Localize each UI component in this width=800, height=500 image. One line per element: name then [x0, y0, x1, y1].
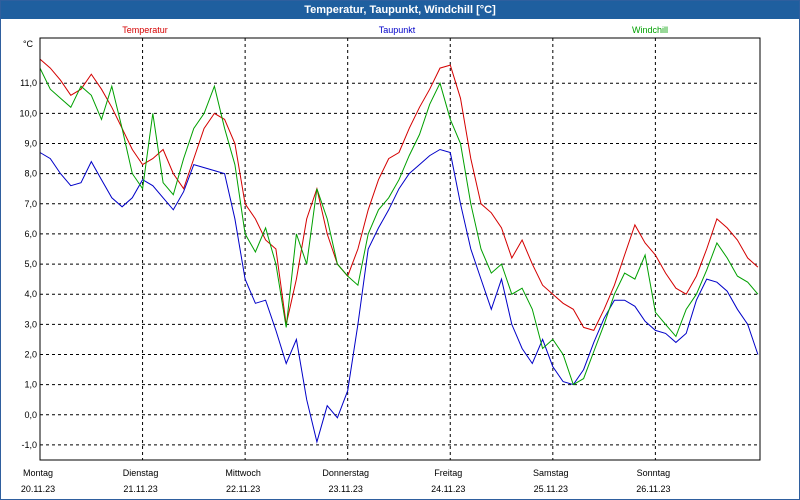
labels: -1,0 0,0 1,0 2,0 3,0 4,0 5,0 6,0 7,0 8,0 9,0 10,0 11… — [19, 25, 670, 494]
y-tick-label: 11,0 — [20, 78, 37, 88]
y-tick-label: -1,0 — [21, 440, 37, 450]
y-tick-label: 7,0 — [24, 199, 37, 209]
y-tick-label: 6,0 — [24, 229, 37, 239]
series-layer — [39, 58, 759, 444]
chart-title: Temperatur, Taupunkt, Windchill [°C] — [1, 1, 799, 19]
date-label: 22.11.23 — [226, 484, 260, 494]
date-label: 26.11.23 — [636, 484, 670, 494]
y-tick-label: 8,0 — [24, 169, 37, 179]
y-tick-label: 1,0 — [24, 380, 37, 390]
date-label: 23.11.23 — [329, 484, 363, 494]
y-tick-label: 5,0 — [24, 259, 37, 269]
plot-border — [39, 37, 761, 461]
y-tick-label: 2,0 — [24, 350, 37, 360]
day-label: Freitag — [434, 468, 462, 478]
day-label: Sonntag — [637, 468, 671, 478]
day-label: Mittwoch — [225, 468, 261, 478]
day-label: Dienstag — [123, 468, 159, 478]
day-label: Donnerstag — [322, 468, 369, 478]
legend-windchill: Windchill — [632, 25, 668, 35]
legend-taupunkt: Taupunkt — [379, 25, 416, 35]
y-tick-label: 0,0 — [24, 410, 37, 420]
y-tick-label: 10,0 — [19, 108, 37, 118]
series-line-temperatur — [39, 58, 759, 331]
y-axis-label: °C — [23, 39, 34, 49]
y-tick-label: 9,0 — [24, 139, 37, 149]
date-label: 20.11.23 — [21, 484, 55, 494]
y-tick-label: 3,0 — [24, 319, 37, 329]
day-label: Montag — [23, 468, 53, 478]
date-label: 24.11.23 — [431, 484, 465, 494]
date-label: 21.11.23 — [123, 484, 157, 494]
series-line-windchill — [39, 67, 759, 386]
day-label: Samstag — [533, 468, 569, 478]
legend-temperatur: Temperatur — [122, 25, 168, 35]
grid — [40, 38, 760, 460]
series-line-taupunkt — [39, 148, 759, 444]
y-tick-label: 4,0 — [24, 289, 37, 299]
date-label: 25.11.23 — [534, 484, 568, 494]
